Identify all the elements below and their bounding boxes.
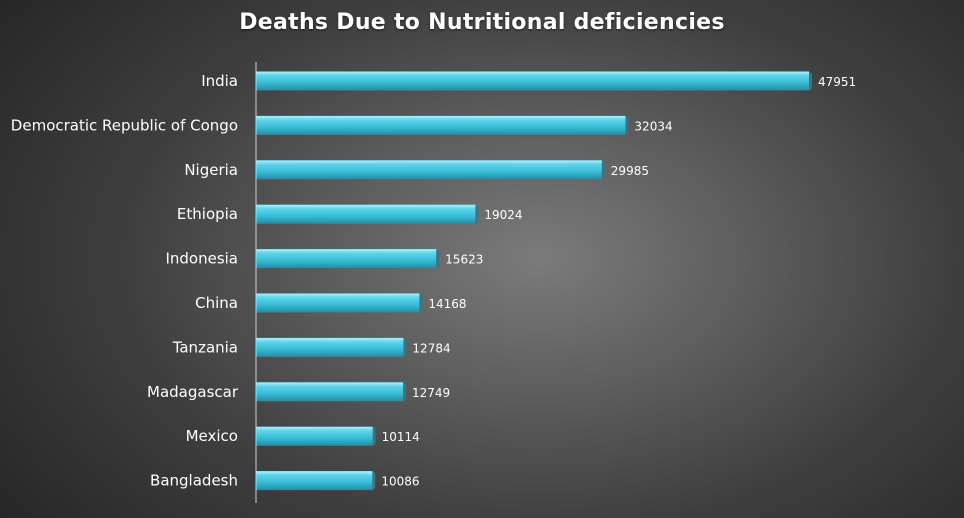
bar-ethiopia	[256, 204, 476, 224]
value-label: 19024	[484, 208, 522, 222]
bar-indonesia	[256, 249, 437, 269]
bar-madagascar	[256, 382, 404, 402]
category-label: Tanzania	[172, 338, 238, 356]
value-label: 47951	[818, 75, 856, 89]
value-label: 14168	[428, 297, 466, 311]
category-label: Bangladesh	[150, 472, 238, 490]
value-label: 15623	[445, 253, 483, 267]
bar-mexico	[256, 426, 373, 446]
category-label: Nigeria	[184, 161, 238, 179]
value-label: 29985	[611, 164, 649, 178]
value-label: 32034	[634, 119, 672, 133]
value-label: 10086	[381, 475, 419, 489]
bar-bangladesh	[256, 471, 373, 491]
category-label: Ethiopia	[177, 205, 238, 223]
bar-democratic-republic-of-congo	[256, 115, 626, 135]
value-label: 12749	[412, 386, 450, 400]
bars-layer: India 47951 Democratic Republic of Congo 32…	[11, 71, 856, 491]
value-label: 12784	[412, 341, 450, 355]
chart-title: Deaths Due to Nutritional deficiencies	[239, 10, 725, 35]
value-label: 10114	[382, 430, 420, 444]
category-label: Mexico	[186, 427, 238, 445]
category-label: India	[201, 72, 238, 90]
category-label: Madagascar	[147, 383, 239, 401]
bar-india	[256, 71, 809, 91]
category-label: Democratic Republic of Congo	[11, 116, 238, 134]
bar-tanzania	[256, 337, 404, 357]
bar-nigeria	[256, 160, 602, 180]
category-label: China	[195, 294, 238, 312]
bar-china	[256, 293, 420, 313]
category-label: Indonesia	[165, 250, 238, 268]
